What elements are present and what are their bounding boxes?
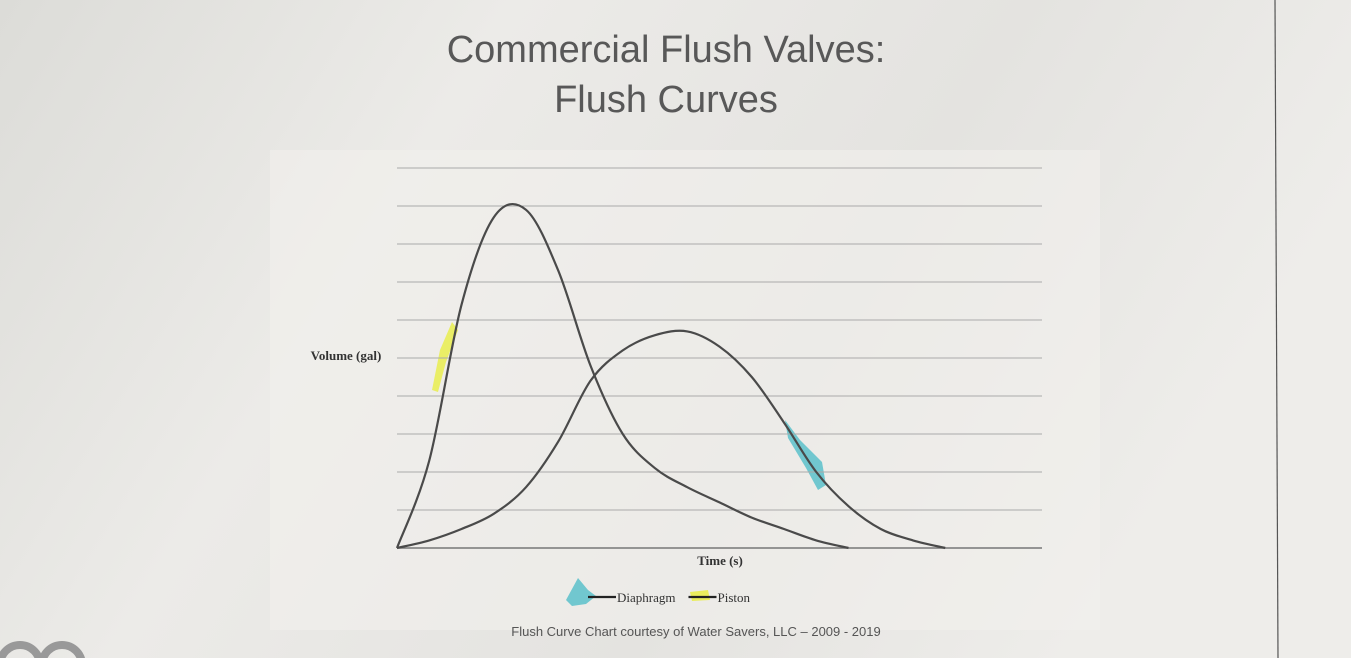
chart: Commercial Flush Valves: Flush Curves Vo… (0, 0, 1351, 658)
credit: Flush Curve Chart courtesy of Water Save… (511, 624, 880, 639)
chart-title: Commercial Flush Valves: (447, 29, 886, 71)
legend-label: Piston (717, 590, 750, 605)
x-axis-label: Time (s) (697, 553, 743, 568)
chart-title: Flush Curves (554, 79, 778, 121)
legend-label: Diaphragm (617, 590, 675, 605)
page: {"chart_data": { "type": "line", "title"… (0, 0, 1351, 658)
y-axis-label: Volume (gal) (311, 348, 382, 363)
chart-paper (270, 150, 1100, 630)
